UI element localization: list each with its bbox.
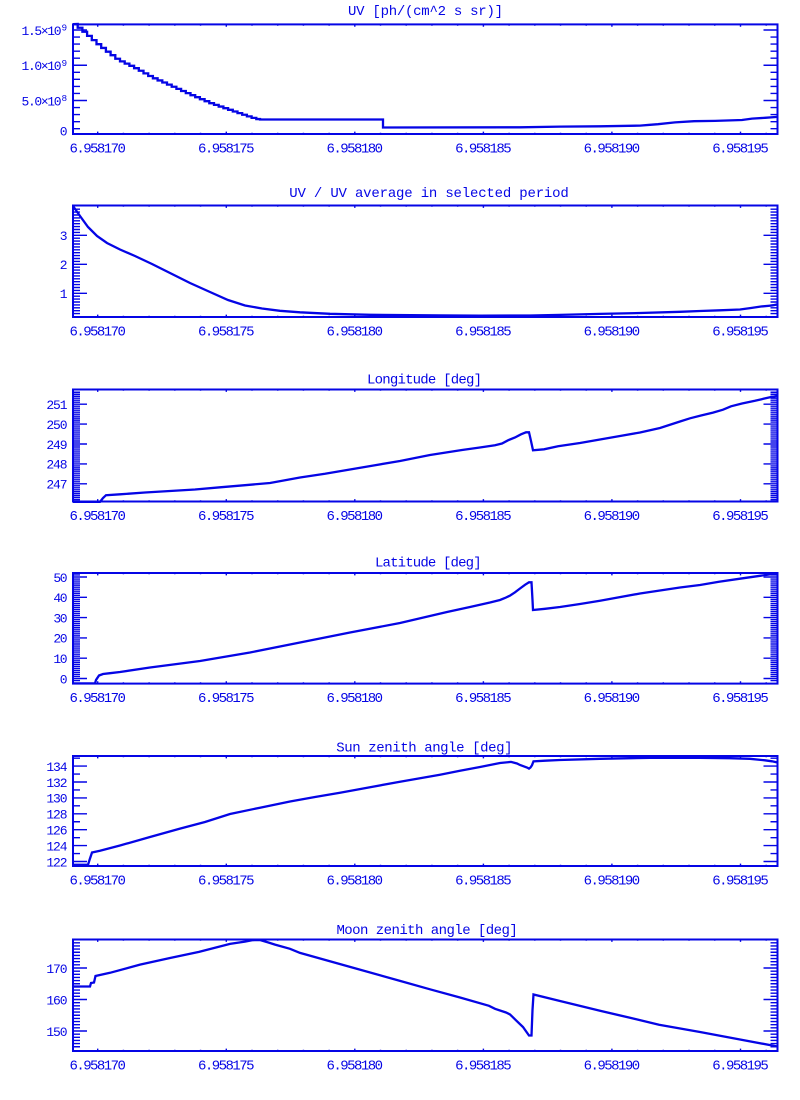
svg-text:0: 0 — [60, 672, 68, 687]
svg-text:6.958185: 6.958185 — [455, 1058, 512, 1074]
svg-text:6.958175: 6.958175 — [198, 691, 254, 707]
svg-text:6.958175: 6.958175 — [198, 1058, 254, 1074]
svg-text:6.958195: 6.958195 — [712, 873, 769, 889]
svg-text:150: 150 — [46, 1025, 67, 1040]
svg-text:247: 247 — [46, 478, 67, 493]
svg-text:1.0×10: 1.0×10 — [22, 59, 62, 74]
svg-text:250: 250 — [46, 418, 67, 433]
svg-text:132: 132 — [46, 776, 67, 791]
svg-text:1: 1 — [60, 287, 68, 302]
svg-text:Latitude [deg]: Latitude [deg] — [375, 556, 482, 572]
svg-text:248: 248 — [46, 458, 67, 473]
svg-text:6.958185: 6.958185 — [455, 509, 512, 525]
svg-text:160: 160 — [46, 993, 67, 1008]
svg-text:UV [ph/(cm^2 s sr)]: UV [ph/(cm^2 s sr)] — [348, 4, 503, 20]
svg-text:6.958185: 6.958185 — [455, 324, 512, 340]
svg-text:6.958190: 6.958190 — [584, 509, 641, 525]
svg-text:6.958190: 6.958190 — [584, 691, 641, 707]
svg-text:6.958170: 6.958170 — [69, 691, 126, 707]
svg-text:6.958180: 6.958180 — [327, 873, 384, 889]
svg-text:251: 251 — [46, 398, 67, 413]
svg-text:6.958180: 6.958180 — [327, 141, 384, 157]
svg-text:9: 9 — [62, 23, 68, 34]
svg-text:6.958190: 6.958190 — [584, 1058, 641, 1074]
svg-text:0: 0 — [60, 124, 68, 139]
svg-text:10: 10 — [53, 652, 67, 667]
svg-text:9: 9 — [62, 58, 68, 69]
svg-text:6.958190: 6.958190 — [584, 141, 641, 157]
svg-text:6.958170: 6.958170 — [69, 324, 126, 340]
svg-text:6.958170: 6.958170 — [69, 1058, 126, 1074]
svg-text:2: 2 — [60, 258, 68, 273]
svg-text:6.958185: 6.958185 — [455, 691, 512, 707]
svg-text:6.958175: 6.958175 — [198, 324, 254, 340]
svg-text:5.0×10: 5.0×10 — [22, 94, 62, 109]
svg-text:6.958180: 6.958180 — [327, 324, 384, 340]
svg-text:6.958175: 6.958175 — [198, 509, 254, 525]
svg-text:6.958195: 6.958195 — [712, 691, 769, 707]
svg-text:30: 30 — [53, 611, 67, 626]
svg-text:Moon zenith angle [deg]: Moon zenith angle [deg] — [336, 923, 517, 939]
svg-text:134: 134 — [46, 760, 67, 775]
svg-text:249: 249 — [46, 438, 67, 453]
svg-text:6.958190: 6.958190 — [584, 324, 641, 340]
svg-text:6.958195: 6.958195 — [712, 324, 769, 340]
svg-text:6.958180: 6.958180 — [327, 691, 384, 707]
svg-text:Longitude [deg]: Longitude [deg] — [367, 373, 482, 389]
svg-text:126: 126 — [46, 824, 67, 839]
svg-text:UV / UV average in selected pe: UV / UV average in selected period — [289, 186, 569, 202]
svg-text:20: 20 — [53, 632, 67, 647]
svg-text:3: 3 — [60, 229, 68, 244]
svg-text:122: 122 — [46, 855, 67, 870]
svg-text:6.958170: 6.958170 — [69, 141, 126, 157]
svg-text:6.958195: 6.958195 — [712, 509, 769, 525]
svg-text:6.958180: 6.958180 — [327, 509, 384, 525]
svg-text:6.958180: 6.958180 — [327, 1058, 384, 1074]
svg-text:124: 124 — [46, 839, 67, 854]
svg-text:40: 40 — [53, 591, 67, 606]
svg-text:6.958185: 6.958185 — [455, 141, 512, 157]
svg-text:50: 50 — [53, 571, 67, 586]
svg-text:6.958185: 6.958185 — [455, 873, 512, 889]
svg-text:128: 128 — [46, 808, 67, 823]
svg-text:6.958175: 6.958175 — [198, 873, 254, 889]
svg-text:6.958190: 6.958190 — [584, 873, 641, 889]
svg-text:6.958195: 6.958195 — [712, 1058, 769, 1074]
svg-text:Sun zenith angle [deg]: Sun zenith angle [deg] — [336, 741, 512, 757]
svg-text:1.5×10: 1.5×10 — [22, 24, 62, 39]
svg-text:6.958170: 6.958170 — [69, 509, 126, 525]
svg-text:6.958170: 6.958170 — [69, 873, 126, 889]
svg-text:6.958195: 6.958195 — [712, 141, 769, 157]
svg-text:130: 130 — [46, 792, 67, 807]
svg-text:6.958175: 6.958175 — [198, 141, 254, 157]
svg-text:8: 8 — [62, 93, 68, 104]
svg-text:170: 170 — [46, 962, 67, 977]
